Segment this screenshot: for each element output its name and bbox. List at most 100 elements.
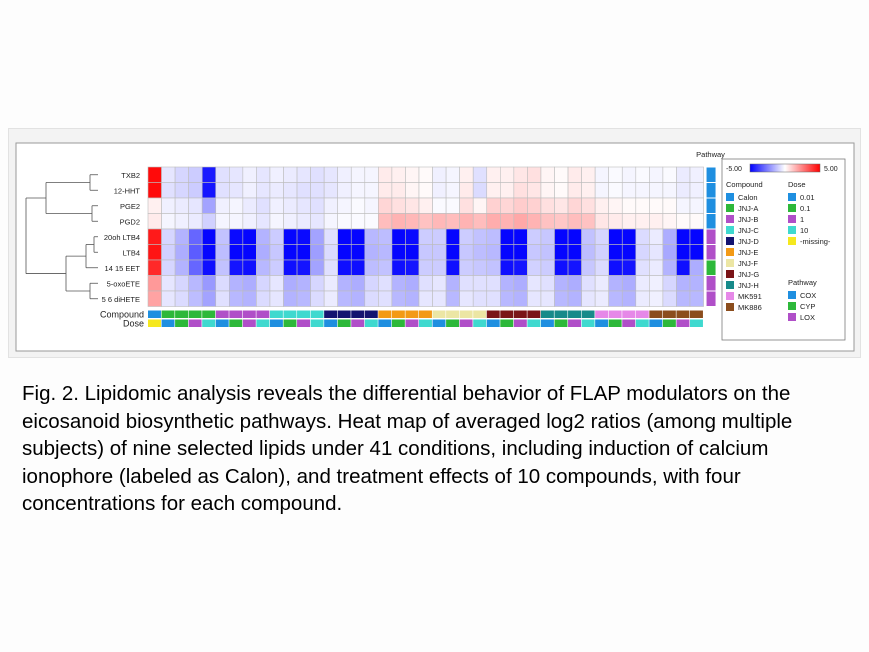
dose-track-cell — [486, 319, 500, 327]
heatmap-cell — [676, 213, 691, 230]
heatmap-cell — [432, 244, 447, 261]
heatmap-cell — [540, 213, 555, 230]
heatmap-cell — [242, 244, 257, 261]
heatmap-cell — [350, 275, 366, 292]
heatmap-cell — [635, 213, 650, 230]
heatmap-cell — [513, 290, 528, 307]
compound-legend-swatch — [726, 248, 734, 256]
heatmap-cell — [662, 259, 677, 276]
heatmap-cell — [188, 244, 203, 261]
heatmap-cell — [459, 244, 474, 261]
heatmap-cell — [323, 259, 338, 276]
heatmap-cell — [269, 197, 284, 214]
dose-track-cell — [676, 319, 690, 327]
compound-track-cell — [608, 310, 622, 318]
heatmap-cell — [405, 166, 420, 183]
heatmap-cell — [486, 259, 501, 276]
heatmap-cell — [269, 290, 284, 307]
heatmap-cell — [608, 166, 623, 183]
heatmap-cell — [432, 197, 447, 214]
compound-legend-title: Compound — [726, 180, 763, 189]
heatmap-cell — [432, 182, 447, 199]
dose-track-cell — [161, 319, 175, 327]
heatmap-cell — [201, 228, 217, 245]
heatmap-cell — [554, 213, 569, 230]
row-label: 5 6 diHETE — [102, 295, 140, 304]
heatmap-cell — [215, 213, 230, 230]
dose-track-cell — [419, 319, 432, 327]
compound-track-cell — [662, 310, 676, 318]
compound-legend-label: JNJ-A — [738, 204, 758, 213]
heatmap-cell — [527, 275, 542, 292]
row-label: 20oh LTB4 — [104, 233, 140, 242]
heatmap-cell — [242, 290, 257, 307]
heatmap-cell — [378, 228, 393, 245]
heatmap-cell — [364, 213, 379, 230]
compound-legend-swatch — [726, 270, 734, 278]
dose-legend-swatch — [788, 193, 796, 201]
heatmap-cell — [147, 213, 162, 230]
heatmap-cell — [350, 228, 366, 245]
heatmap-cell — [405, 244, 420, 261]
compound-track-cell — [215, 310, 229, 318]
pathway-legend-label: COX — [800, 291, 816, 300]
pathway-track-cell — [706, 229, 716, 244]
heatmap-cell — [472, 244, 488, 261]
compound-track-cell — [351, 310, 365, 318]
heatmap-cell — [364, 244, 379, 261]
dose-track-cell — [595, 319, 609, 327]
heatmap-cell — [499, 213, 515, 230]
heatmap-cell — [378, 213, 393, 230]
heatmap-cell — [499, 244, 515, 261]
heatmap-cell — [445, 213, 460, 230]
heatmap-cell — [350, 197, 366, 214]
dose-track-cell — [215, 319, 229, 327]
heatmap-cell — [662, 244, 677, 261]
heatmap-cell — [256, 290, 271, 307]
heatmap-cell — [527, 244, 542, 261]
compound-track-cell — [500, 310, 514, 318]
heatmap-cell — [649, 228, 664, 245]
heatmap-cell — [540, 166, 555, 183]
heatmap-cell — [378, 275, 393, 292]
heatmap-cell — [201, 259, 217, 276]
heatmap-cell — [161, 228, 176, 245]
heatmap-cell — [581, 244, 596, 261]
dose-legend-label: 0.01 — [800, 193, 815, 202]
heatmap-cell — [323, 213, 338, 230]
heatmap-cell — [459, 228, 474, 245]
heatmap-cell — [581, 228, 596, 245]
heatmap-cell — [229, 213, 244, 230]
heatmap-cell — [581, 182, 596, 199]
heatmap-cell — [337, 213, 352, 230]
heatmap-cell — [499, 228, 515, 245]
heatmap-cell — [296, 244, 311, 261]
heatmap-cell — [540, 182, 555, 199]
dose-legend-label: 10 — [800, 226, 808, 235]
heatmap-cell — [635, 244, 650, 261]
compound-track-cell — [188, 310, 202, 318]
compound-track-cell — [649, 310, 663, 318]
dose-legend-label: 1 — [800, 215, 804, 224]
heatmap-cell — [621, 182, 637, 199]
dose-track-cell — [568, 319, 581, 327]
heatmap-cell — [256, 166, 271, 183]
heatmap-cell — [608, 213, 623, 230]
row-label: PGD2 — [120, 217, 140, 226]
heatmap-cell — [676, 182, 691, 199]
heatmap-cell — [323, 197, 338, 214]
heatmap-cell — [323, 228, 338, 245]
heatmap-cell — [242, 182, 257, 199]
compound-track-cell — [337, 310, 351, 318]
heatmap-cell — [378, 244, 393, 261]
heatmap-cell — [594, 290, 610, 307]
heatmap-cell — [581, 166, 596, 183]
heatmap-cell — [296, 166, 311, 183]
dose-track-cell — [202, 319, 216, 327]
heatmap-cell — [269, 182, 284, 199]
heatmap-cell — [689, 197, 704, 214]
heatmap-cell — [567, 275, 582, 292]
heatmap-cell — [662, 166, 677, 183]
heatmap-cell — [337, 166, 352, 183]
